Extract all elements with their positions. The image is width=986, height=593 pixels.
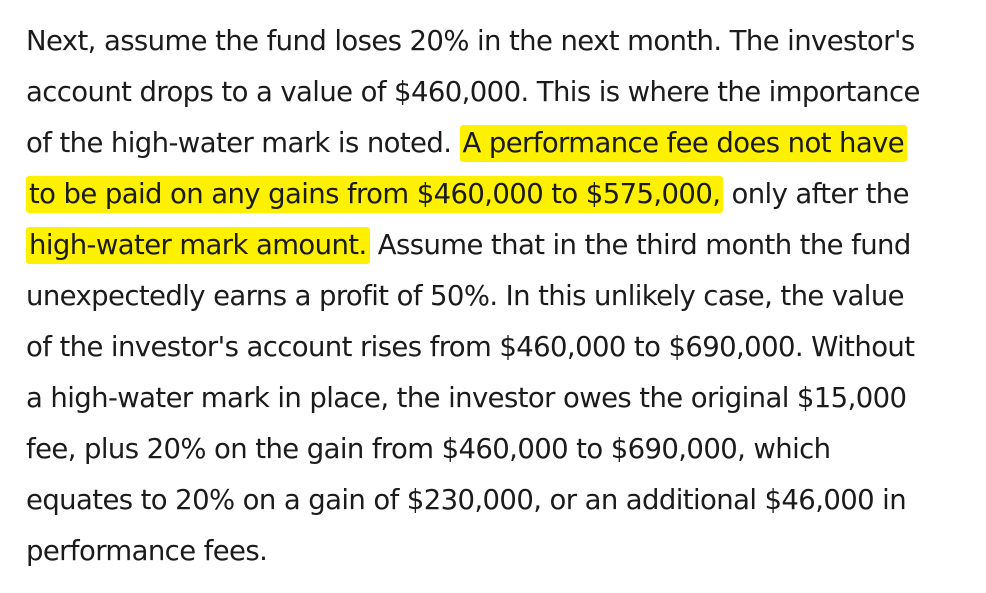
highlighted-text: to be paid on any gains from $460,000 to… [26, 176, 724, 213]
text-segment: fee, plus 20% on the gain from $460,000 … [26, 433, 831, 465]
text-segment: Next, assume the fund loses 20% in the n… [26, 25, 915, 57]
highlighted-text: A performance fee does not have [459, 125, 908, 162]
article-paragraph: Next, assume the fund loses 20% in the n… [26, 16, 976, 577]
text-segment: equates to 20% on a gain of $230,000, or… [26, 484, 907, 516]
text-line: Next, assume the fund loses 20% in the n… [26, 16, 976, 67]
text-segment: a high-water mark in place, the investor… [26, 382, 907, 414]
highlighted-text: high-water mark amount. [26, 227, 370, 264]
text-segment: of the high-water mark is noted. [26, 127, 460, 159]
text-segment: account drops to a value of $460,000. Th… [26, 76, 920, 108]
text-line: of the investor's account rises from $46… [26, 322, 976, 373]
text-segment: performance fees. [26, 535, 268, 567]
text-line: unexpectedly earns a profit of 50%. In t… [26, 271, 976, 322]
text-line: of the high-water mark is noted. A perfo… [26, 118, 976, 169]
text-line: fee, plus 20% on the gain from $460,000 … [26, 424, 976, 475]
text-segment: Assume that in the third month the fund [369, 229, 912, 261]
text-line: a high-water mark in place, the investor… [26, 373, 976, 424]
text-line: account drops to a value of $460,000. Th… [26, 67, 976, 118]
text-segment: unexpectedly earns a profit of 50%. In t… [26, 280, 905, 312]
text-segment: only after the [723, 178, 910, 210]
text-line: to be paid on any gains from $460,000 to… [26, 169, 976, 220]
text-line: high-water mark amount. Assume that in t… [26, 220, 976, 271]
text-segment: of the investor's account rises from $46… [26, 331, 915, 363]
text-line: performance fees. [26, 526, 976, 577]
text-line: equates to 20% on a gain of $230,000, or… [26, 475, 976, 526]
